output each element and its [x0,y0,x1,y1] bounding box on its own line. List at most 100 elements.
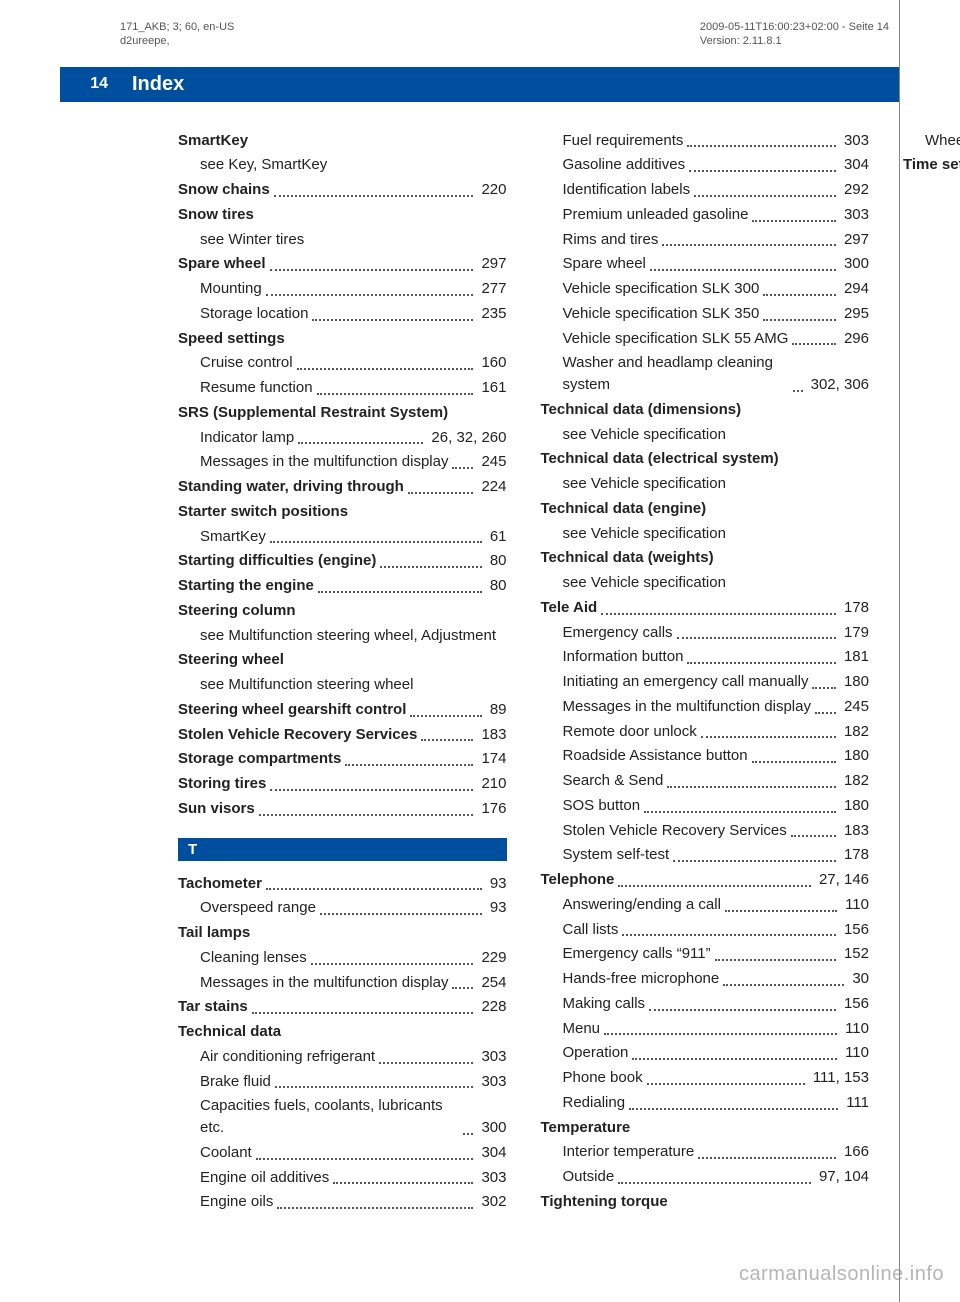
index-entry: Mounting277 [178,278,507,300]
index-label: Initiating an emergency call manually [563,671,809,693]
leader-dots [311,963,474,965]
leader-dots [380,566,481,568]
leader-dots [791,835,836,837]
leader-dots [320,913,482,915]
index-label: Menu [563,1018,601,1040]
leader-dots [763,294,836,296]
index-entry: Temperature [541,1117,870,1139]
index-entry: Speed settings [178,328,507,350]
index-label: Storage compartments [178,748,341,770]
index-entry: Technical data (engine) [541,498,870,520]
index-label: Stolen Vehicle Recovery Services [178,724,417,746]
index-entry: Answering/ending a call110 [541,894,870,916]
leader-dots [277,1207,473,1209]
index-page-ref: 292 [840,179,869,201]
index-entry: Starter switch positions [178,501,507,523]
leader-dots [270,541,482,543]
leader-dots [622,934,836,936]
index-entry: see Vehicle specification [541,424,870,446]
index-label: Mounting [200,278,262,300]
index-label: Brake fluid [200,1071,271,1093]
index-entry: SOS button180 [541,795,870,817]
leader-dots [649,1009,836,1011]
index-label: Capacities fuels, coolants, lubricants e… [200,1095,459,1139]
index-page-ref: 297 [840,229,869,251]
index-entry: Spare wheel297 [178,253,507,275]
page-number: 14 [60,67,118,102]
leader-dots [677,637,836,639]
index-entry: Storage location235 [178,303,507,325]
leader-dots [618,1182,811,1184]
index-entry: Technical data [178,1021,507,1043]
index-label: Call lists [563,919,619,941]
index-label: Sun visors [178,798,255,820]
index-label: Technical data (dimensions) [541,399,742,421]
index-label: Search & Send [563,770,664,792]
index-entry: Tachometer93 [178,873,507,895]
index-label: Vehicle specification SLK 350 [563,303,760,325]
index-entry: see Vehicle specification [541,523,870,545]
meta-left-1: 171_AKB; 3; 60, en-US [120,20,234,34]
leader-dots [723,984,844,986]
page-container: 171_AKB; 3; 60, en-US d2ureepe, 2009-05-… [60,0,900,1302]
index-page-ref: 300 [477,1117,506,1139]
index-page-ref: 183 [477,724,506,746]
index-label: Coolant [200,1142,252,1164]
index-page-ref: 30 [848,968,869,990]
leader-dots [629,1108,838,1110]
index-page-ref: 303 [477,1167,506,1189]
leader-dots [421,739,473,741]
index-label: Standing water, driving through [178,476,404,498]
index-label: Starter switch positions [178,501,348,523]
leader-dots [694,195,836,197]
index-page-ref: 176 [477,798,506,820]
leader-dots [792,343,836,345]
index-entry: Cleaning lenses229 [178,947,507,969]
index-page-ref: 295 [840,303,869,325]
index-label: Engine oil additives [200,1167,329,1189]
index-entry: Messages in the multifunction display 245 [178,451,507,473]
index-label: Messages in the multifunction display [200,451,448,473]
index-entry: Wheels281 [903,130,960,152]
index-page-ref: 300 [840,253,869,275]
index-page-ref: 303 [477,1071,506,1093]
index-page-ref: 304 [477,1142,506,1164]
index-entry: Cruise control160 [178,352,507,374]
leader-dots [297,368,474,370]
index-entry: Emergency calls “911” 152 [541,943,870,965]
index-label: Resume function [200,377,313,399]
leader-dots [815,712,836,714]
leader-dots [274,195,474,197]
leader-dots [689,170,836,172]
leader-dots [452,987,473,989]
leader-dots [701,736,836,738]
index-label: SRS (Supplemental Restraint System) [178,402,448,424]
index-page-ref: 152 [840,943,869,965]
index-label: Gasoline additives [563,154,686,176]
index-page-ref: 93 [486,897,507,919]
leader-dots [650,269,836,271]
index-entry: Starting difficulties (engine)80 [178,550,507,572]
index-entry: Vehicle specification SLK 55 AMG296 [541,328,870,350]
index-label: Starting difficulties (engine) [178,550,376,572]
leader-dots [725,910,837,912]
index-label: Emergency calls “911” [563,943,711,965]
index-label: SOS button [563,795,641,817]
index-content: SmartKeysee Key, SmartKeySnow chains220S… [60,102,899,1232]
index-page-ref: 228 [477,996,506,1018]
leader-dots [452,467,473,469]
index-page-ref: 93 [486,873,507,895]
index-label: Tail lamps [178,922,250,944]
index-label: Engine oils [200,1191,273,1213]
index-label: see Multifunction steering wheel, Adjust… [200,625,496,647]
index-page-ref: 304 [840,154,869,176]
index-label: see Winter tires [200,229,304,251]
index-page-ref: 160 [477,352,506,374]
index-page-ref: 302, 306 [807,374,869,396]
index-label: Technical data [178,1021,281,1043]
index-page-ref: 174 [477,748,506,770]
index-page-ref: 245 [477,451,506,473]
index-page-ref: 245 [840,696,869,718]
index-entry: Hands-free microphone30 [541,968,870,990]
index-page-ref: 180 [840,671,869,693]
